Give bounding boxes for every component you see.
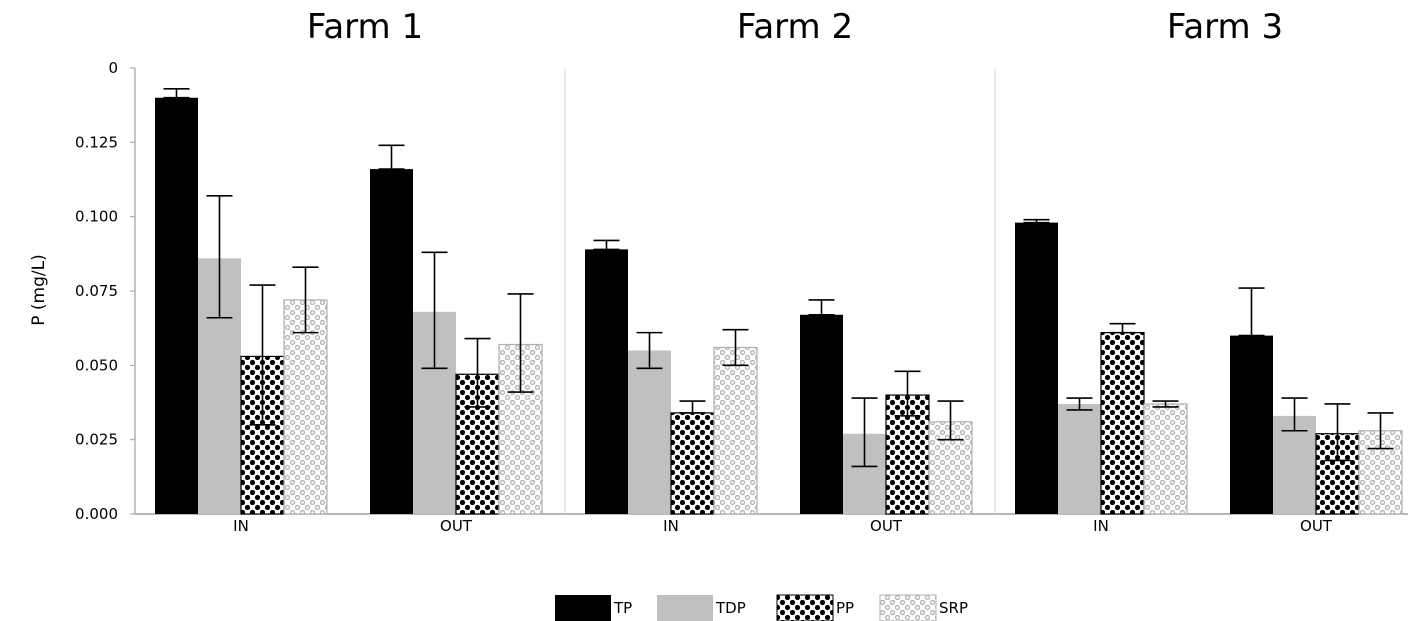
error-bar <box>1238 287 1265 337</box>
legend-label: TP <box>613 599 632 617</box>
error-bar <box>1324 403 1351 462</box>
error-bar <box>1066 397 1093 411</box>
y-tick-label: 0 <box>108 59 118 77</box>
error-bar <box>1367 412 1394 450</box>
panel-2: Farm 2 IN OUT <box>585 7 973 535</box>
bar-tdp-in <box>1058 403 1101 514</box>
legend-swatch <box>879 594 937 621</box>
legend: TP TDP PP SRP <box>555 594 968 621</box>
bar-pp-in <box>1100 332 1145 515</box>
legend-label: SRP <box>939 599 968 617</box>
bar-tp-in <box>1015 222 1058 514</box>
bar-tp-out <box>800 314 843 514</box>
x-category-label: OUT <box>870 517 903 535</box>
legend-swatch <box>555 595 611 621</box>
bar-tp-in <box>155 97 198 514</box>
y-tick-label: 0.025 <box>75 431 118 449</box>
bar-srp-in <box>713 346 758 515</box>
error-bar <box>1109 322 1136 334</box>
error-bar <box>378 144 405 170</box>
error-bar <box>507 293 534 393</box>
error-bar <box>1023 218 1050 224</box>
error-bar <box>206 195 233 319</box>
error-bar <box>894 370 921 417</box>
y-axis: 0.000 0.025 0.050 0.075 0.100 0.125 0 <box>75 59 136 523</box>
legend-item-pp: PP <box>776 594 854 621</box>
error-bar <box>593 239 620 251</box>
y-tick-label: 0.100 <box>75 208 118 226</box>
error-bar <box>937 400 964 441</box>
error-bar <box>464 337 491 408</box>
error-bar <box>808 299 835 316</box>
panel-title: Farm 1 <box>307 7 423 47</box>
bar-tp-in <box>585 249 628 514</box>
panel-title: Farm 2 <box>737 7 853 47</box>
bar-tp-out <box>1230 335 1273 514</box>
error-bar <box>636 331 663 370</box>
plot-frame <box>135 68 1408 515</box>
legend-swatch <box>657 595 713 621</box>
legend-item-tdp: TDP <box>657 595 746 621</box>
legend-item-tp: TP <box>555 595 632 621</box>
panel-title: Farm 3 <box>1167 7 1283 47</box>
error-bar <box>163 88 190 99</box>
panel-1: Farm 1 IN OUT <box>155 7 543 535</box>
x-category-label: OUT <box>1300 517 1333 535</box>
bar-tdp-in <box>628 350 671 514</box>
bar-tp-out <box>370 169 413 515</box>
bar-srp-in <box>1143 403 1188 515</box>
y-tick-label: 0.075 <box>75 282 118 300</box>
chart-panels: Farm 1 IN OUT Farm 2 IN OUT Farm 3 IN OUT <box>155 7 1403 535</box>
bar-srp-in <box>283 299 328 515</box>
error-bar <box>722 328 749 367</box>
error-bar <box>679 400 706 414</box>
panel-3: Farm 3 IN OUT <box>1015 7 1403 535</box>
error-bar <box>1152 400 1179 408</box>
x-category-label: IN <box>233 517 249 535</box>
bar-tdp-out <box>1273 415 1316 514</box>
y-axis-label: P (mg/L) <box>29 254 49 325</box>
error-bar <box>1281 397 1308 432</box>
bar-pp-in <box>670 412 715 515</box>
legend-label: TDP <box>715 599 746 617</box>
error-bar <box>421 251 448 370</box>
error-bar <box>292 266 319 334</box>
x-category-label: OUT <box>440 517 473 535</box>
y-tick-label: 0.050 <box>75 356 118 374</box>
legend-label: PP <box>836 599 854 617</box>
error-bar <box>851 397 878 468</box>
error-bar <box>249 284 276 426</box>
x-category-label: IN <box>663 517 679 535</box>
y-tick-label: 0.000 <box>75 505 118 523</box>
x-category-label: IN <box>1093 517 1109 535</box>
legend-swatch <box>776 594 834 621</box>
legend-item-srp: SRP <box>879 594 968 621</box>
y-tick-label: 0.125 <box>75 133 118 151</box>
